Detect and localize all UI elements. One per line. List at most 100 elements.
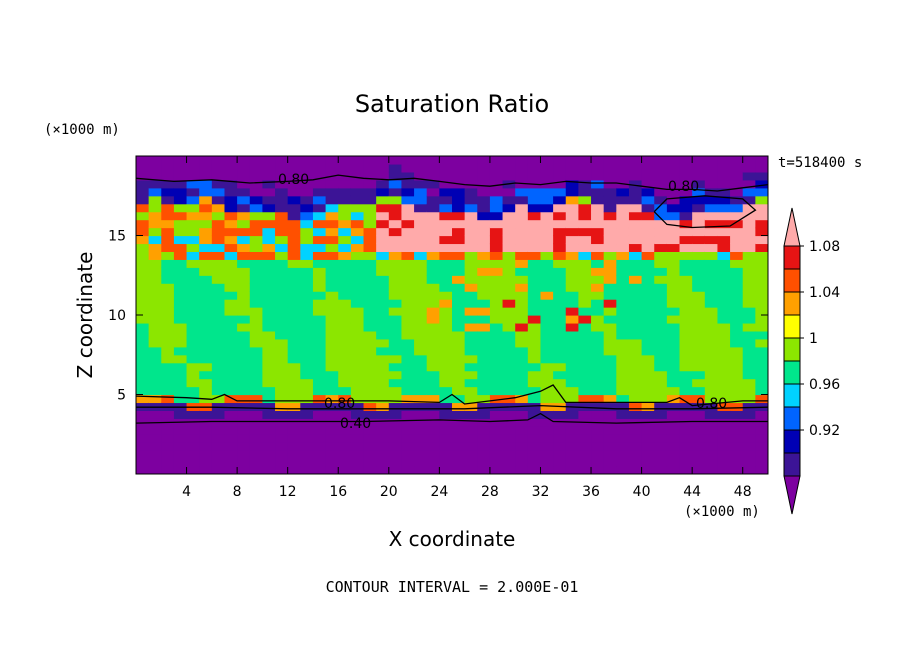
field-cell — [401, 402, 415, 411]
field-cell — [237, 346, 251, 356]
field-cell — [300, 338, 314, 348]
field-cell — [464, 291, 478, 300]
field-cell — [388, 330, 403, 340]
field-cell — [616, 402, 630, 411]
field-cell — [262, 219, 276, 229]
field-cell — [692, 195, 706, 205]
field-cell — [237, 315, 251, 324]
field-cell — [312, 315, 327, 324]
field-cell — [350, 338, 365, 348]
contour-label: 0.80 — [278, 172, 309, 188]
field-cell — [553, 434, 567, 443]
colorbar-swatch — [783, 383, 801, 408]
field-cell — [616, 283, 630, 292]
field-cell — [692, 378, 706, 388]
field-cell — [338, 402, 352, 411]
field-cell — [527, 156, 542, 165]
field-cell — [312, 275, 327, 284]
field-cell — [338, 251, 352, 260]
field-cell — [730, 322, 744, 332]
field-cell — [452, 466, 466, 474]
field-cell — [414, 378, 428, 388]
field-cell — [489, 458, 504, 467]
field-cell — [515, 243, 529, 252]
field-cell — [275, 394, 289, 404]
field-cell — [654, 458, 668, 467]
field-cell — [199, 283, 213, 292]
field-cell — [439, 307, 453, 316]
field-cell — [388, 402, 403, 411]
field-cell — [477, 235, 491, 245]
field-cell — [603, 275, 617, 284]
field-cell — [439, 330, 453, 340]
field-cell — [350, 275, 365, 284]
field-cell — [628, 466, 643, 474]
field-cell — [464, 179, 478, 189]
field-cell — [262, 354, 276, 364]
field-cell — [426, 458, 440, 467]
field-cell — [666, 187, 681, 197]
field-cell — [452, 362, 466, 372]
field-cell — [692, 307, 706, 316]
field-cell — [439, 203, 453, 213]
field-cell — [641, 450, 655, 459]
field-cell — [148, 251, 162, 260]
field-cell — [249, 156, 263, 165]
field-cell — [628, 267, 643, 276]
field-cell — [540, 219, 554, 229]
field-cell — [388, 322, 403, 332]
field-cell — [502, 243, 516, 252]
field-cell — [199, 195, 213, 205]
field-cell — [237, 275, 251, 284]
field-cell — [742, 450, 756, 459]
field-cell — [186, 243, 200, 252]
field-cell — [338, 156, 352, 165]
field-cell — [287, 418, 301, 427]
field-cell — [224, 410, 238, 419]
field-cell — [540, 362, 554, 372]
field-cell — [275, 283, 289, 292]
field-cell — [717, 315, 731, 324]
field-cell — [717, 211, 731, 221]
field-cell — [350, 450, 365, 459]
colorbar-label: 1.08 — [809, 239, 840, 255]
field-cell — [376, 466, 390, 474]
field-cell — [338, 299, 352, 308]
field-cell — [717, 259, 731, 268]
field-cell — [350, 354, 365, 364]
field-cell — [515, 307, 529, 316]
x-axis-title: X coordinate — [389, 527, 516, 551]
field-cell — [211, 418, 226, 427]
field-cell — [312, 187, 327, 197]
field-cell — [616, 410, 630, 419]
field-cell — [224, 275, 238, 284]
field-cell — [477, 394, 491, 404]
field-cell — [666, 267, 681, 276]
field-cell — [249, 378, 263, 388]
field-cell — [603, 251, 617, 260]
field-cell — [439, 283, 453, 292]
field-cell — [704, 299, 719, 308]
x-axis: 4 8 12 16 20 24 28 32 36 40 44 48 — [182, 156, 752, 500]
field-cell — [717, 378, 731, 388]
x-tick-label: 20 — [380, 484, 398, 500]
field-cell — [186, 163, 200, 173]
field-cell — [439, 434, 453, 443]
field-cell — [666, 362, 681, 372]
field-cell — [401, 315, 415, 324]
field-cell — [742, 156, 756, 165]
field-cell — [654, 442, 668, 451]
field-cell — [515, 259, 529, 268]
field-cell — [312, 346, 327, 356]
field-cell — [237, 171, 251, 181]
field-cell — [489, 235, 504, 245]
field-cell — [477, 402, 491, 411]
field-cell — [426, 338, 440, 348]
contour-line — [136, 174, 768, 192]
field-cell — [616, 259, 630, 268]
field-cell — [414, 370, 428, 380]
field-cell — [755, 354, 768, 364]
field-cell — [578, 386, 592, 396]
field-cell — [312, 235, 327, 245]
field-cell — [173, 211, 188, 221]
